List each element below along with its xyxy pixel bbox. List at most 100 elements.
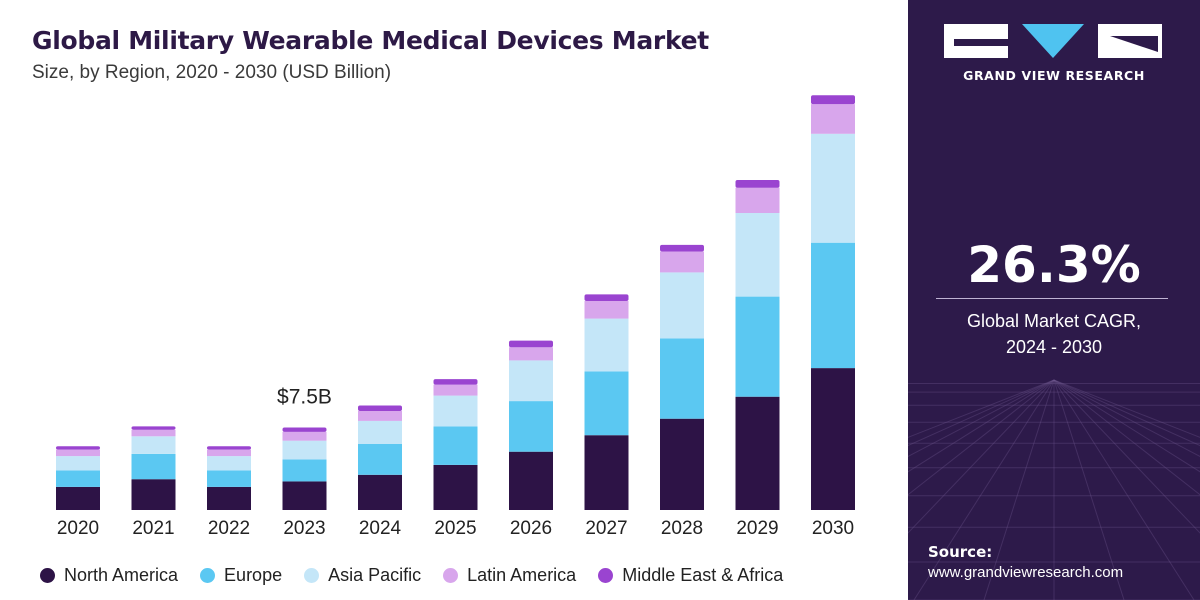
- bar-2023-asia-pacific: [282, 440, 327, 460]
- bar-2022-asia-pacific: [207, 456, 251, 471]
- x-tick-label-2022: 2022: [208, 518, 250, 539]
- bars-layer: [56, 95, 855, 510]
- bar-2026-asia-pacific: [509, 360, 553, 402]
- bar-2025-asia-pacific: [433, 395, 478, 427]
- cagr-value: 26.3%: [967, 236, 1141, 294]
- brand-name: GRAND VIEW RESEARCH: [963, 68, 1145, 83]
- cagr-divider: [936, 298, 1168, 299]
- bar-2021-latin-america: [131, 429, 176, 437]
- bar-2028-middle-east-and-africa: [660, 244, 704, 252]
- bar-2027-north-america: [584, 435, 629, 510]
- legend-swatch-latin-america: [443, 567, 459, 583]
- cagr-label-line2: 2024 - 2030: [1005, 337, 1103, 357]
- bar-2025-europe: [433, 426, 478, 465]
- cagr-label: Global Market CAGR, 2024 - 2030: [908, 308, 1200, 360]
- bar-2022-middle-east-and-africa: [207, 446, 251, 450]
- bar-2022-europe: [207, 470, 251, 487]
- bar-2024-north-america: [358, 474, 402, 510]
- bar-2021-middle-east-and-africa: [131, 426, 176, 430]
- bar-2026-europe: [509, 401, 553, 452]
- legend-label-europe: Europe: [224, 564, 283, 585]
- bar-2026-middle-east-and-africa: [509, 340, 553, 348]
- x-axis-tick-labels: 2020 2021 2022 2023 2024 2025 2026 2027 2028 2029…: [57, 518, 854, 539]
- data-label-2023: $7.5B: [277, 386, 332, 409]
- bar-2020-asia-pacific: [56, 456, 100, 471]
- bar-2027-latin-america: [584, 301, 629, 319]
- legend-item-latin-america: Latin America: [443, 565, 576, 586]
- legend-swatch-europe: [200, 567, 216, 583]
- bar-2029-north-america: [735, 396, 780, 510]
- bar-2023-europe: [282, 459, 327, 482]
- legend-item-north-america: North America: [40, 565, 178, 586]
- bar-2027-asia-pacific: [584, 318, 629, 372]
- x-tick-label-2028: 2028: [661, 518, 703, 539]
- x-tick-label-2029: 2029: [736, 518, 778, 539]
- bar-2030-asia-pacific: [811, 133, 855, 243]
- legend-swatch-middle-east-and-africa: [598, 567, 614, 583]
- bar-2022-latin-america: [207, 449, 251, 457]
- bar-2029-europe: [735, 296, 780, 397]
- grid-background-decoration: [908, 379, 1200, 600]
- source-url-link[interactable]: www.grandviewresearch.com: [928, 564, 1124, 581]
- bar-2028-latin-america: [660, 251, 704, 273]
- bar-2024-europe: [358, 444, 402, 475]
- bar-2028-europe: [660, 338, 704, 419]
- grand-view-research-logo: GRAND VIEW RESEARCH: [944, 22, 1164, 83]
- x-tick-label-2030: 2030: [812, 518, 854, 539]
- bar-2023-middle-east-and-africa: [282, 427, 327, 432]
- bar-2029-latin-america: [735, 187, 780, 213]
- bar-2021-europe: [131, 453, 176, 480]
- bar-2020-latin-america: [56, 449, 100, 457]
- legend-label-asia-pacific: Asia Pacific: [328, 564, 422, 585]
- bar-2030-europe: [811, 242, 855, 369]
- x-tick-label-2024: 2024: [359, 518, 402, 539]
- logo-marks: [944, 24, 1162, 58]
- legend-item-middle-east-and-africa: Middle East & Africa: [598, 565, 783, 586]
- bar-2026-north-america: [509, 451, 553, 510]
- chart-panel: Global Military Wearable Medical Devices…: [32, 26, 855, 590]
- bar-2024-asia-pacific: [358, 420, 402, 444]
- bar-2029-middle-east-and-africa: [735, 180, 780, 188]
- chart-title: Global Military Wearable Medical Devices…: [32, 26, 709, 55]
- annotations-layer: $7.5B: [277, 386, 332, 409]
- bar-2020-europe: [56, 470, 100, 487]
- legend: North America Europe Asia Pacific Latin Ame…: [40, 560, 783, 590]
- bar-2021-north-america: [131, 479, 176, 510]
- x-tick-label-2025: 2025: [434, 518, 476, 539]
- x-tick-label-2026: 2026: [510, 518, 552, 539]
- x-tick-label-2021: 2021: [132, 518, 174, 539]
- chart-subtitle: Size, by Region, 2020 - 2030 (USD Billio…: [32, 62, 392, 83]
- bar-2030-middle-east-and-africa: [811, 95, 855, 105]
- bar-2025-middle-east-and-africa: [433, 379, 478, 385]
- x-tick-label-2027: 2027: [585, 518, 627, 539]
- bar-2029-asia-pacific: [735, 213, 780, 297]
- source-block: Source: www.grandviewresearch.com: [928, 543, 1123, 581]
- bar-2025-north-america: [433, 464, 478, 510]
- bar-2026-latin-america: [509, 347, 553, 361]
- source-label: Source:: [928, 543, 993, 561]
- side-panel: GRAND VIEW RESEARCH 26.3% Global Market …: [908, 0, 1200, 600]
- bar-2028-north-america: [660, 418, 704, 510]
- bar-2025-latin-america: [433, 384, 478, 396]
- bar-2027-europe: [584, 371, 629, 436]
- legend-swatch-asia-pacific: [304, 567, 320, 583]
- cagr-label-line1: Global Market CAGR,: [966, 311, 1142, 331]
- bar-2024-latin-america: [358, 411, 402, 421]
- bar-2023-latin-america: [282, 431, 327, 441]
- bar-2024-middle-east-and-africa: [358, 405, 402, 411]
- legend-label-north-america: North America: [64, 564, 179, 585]
- legend-swatch-north-america: [40, 567, 55, 583]
- bar-2020-middle-east-and-africa: [56, 446, 100, 450]
- x-tick-label-2020: 2020: [57, 518, 99, 539]
- bar-2030-latin-america: [811, 104, 855, 134]
- bar-2022-north-america: [207, 486, 251, 510]
- legend-label-latin-america: Latin America: [467, 564, 577, 585]
- bar-2027-middle-east-and-africa: [584, 294, 629, 301]
- bar-2030-north-america: [811, 368, 855, 510]
- stacked-bar-chart: 2020 2021 2022 2023 2024 2025 2026 2027 2028 2029…: [56, 95, 855, 539]
- bar-2023-north-america: [282, 481, 327, 510]
- bar-2021-asia-pacific: [131, 436, 176, 454]
- x-tick-label-2023: 2023: [283, 518, 325, 539]
- legend-item-asia-pacific: Asia Pacific: [304, 565, 421, 586]
- bar-2020-north-america: [56, 486, 100, 510]
